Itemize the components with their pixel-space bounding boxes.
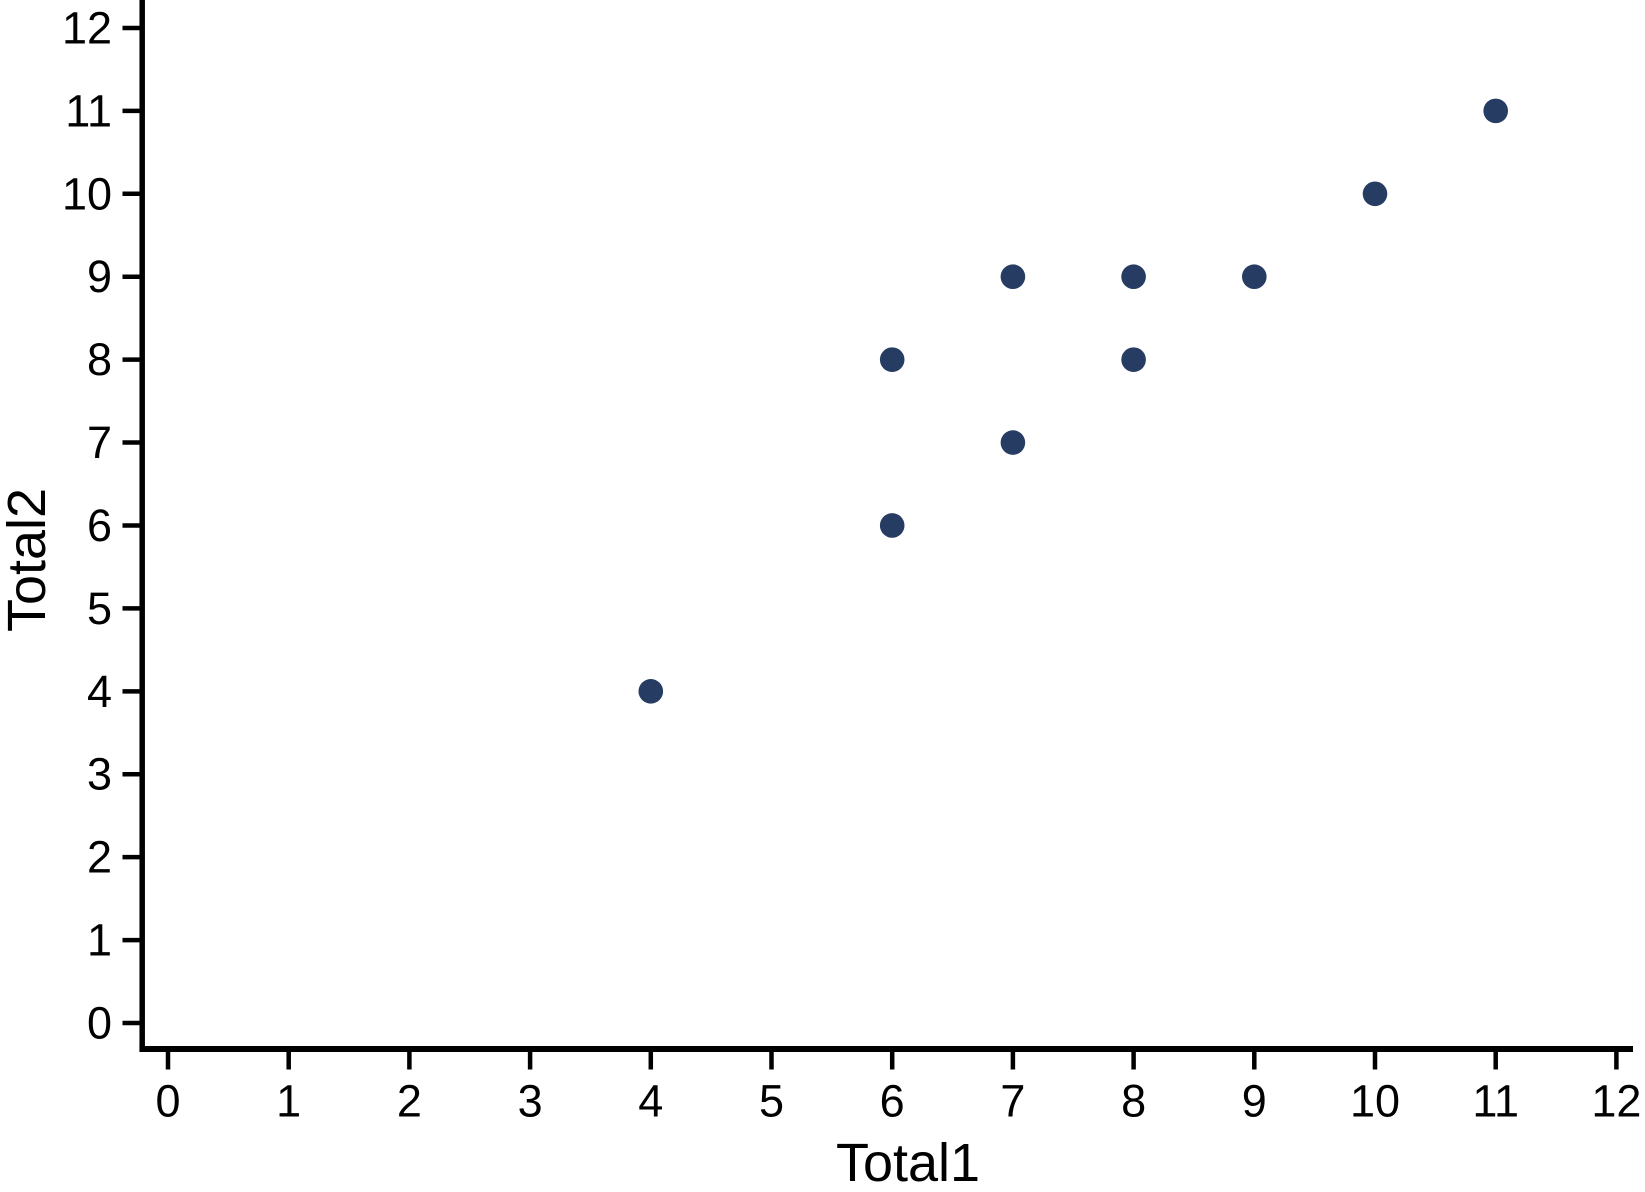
x-tick-label: 7 bbox=[1000, 1076, 1025, 1127]
x-axis-title: Total1 bbox=[836, 1133, 980, 1192]
y-tick-label: 8 bbox=[87, 334, 112, 385]
y-tick-label: 0 bbox=[87, 998, 112, 1049]
x-tick-label: 0 bbox=[155, 1076, 180, 1127]
data-point bbox=[1121, 264, 1146, 290]
data-point bbox=[1000, 264, 1026, 290]
y-tick-label: 1 bbox=[87, 915, 112, 966]
data-points bbox=[638, 98, 1508, 704]
y-tick-label: 3 bbox=[87, 749, 112, 800]
y-tick-label: 12 bbox=[62, 2, 112, 53]
x-axis-ticks: 0 1 2 3 4 5 6 7 8 9 10 11 12 bbox=[155, 1052, 1641, 1127]
x-tick-label: 1 bbox=[276, 1076, 301, 1127]
data-point bbox=[638, 679, 664, 704]
y-tick-label: 10 bbox=[62, 168, 112, 219]
y-axis-title: Total2 bbox=[0, 488, 57, 632]
x-tick-label: 9 bbox=[1242, 1076, 1267, 1127]
y-tick-label: 2 bbox=[87, 832, 112, 883]
x-tick-label: 12 bbox=[1591, 1076, 1641, 1127]
data-point bbox=[1121, 347, 1146, 372]
data-point bbox=[1362, 181, 1388, 207]
y-tick-label: 11 bbox=[65, 85, 112, 136]
x-tick-label: 5 bbox=[759, 1076, 784, 1127]
y-tick-label: 5 bbox=[87, 583, 112, 634]
x-tick-label: 11 bbox=[1472, 1076, 1519, 1127]
x-tick-label: 8 bbox=[1121, 1076, 1146, 1127]
data-point bbox=[1483, 98, 1508, 124]
x-tick-label: 3 bbox=[518, 1076, 543, 1127]
x-tick-label: 10 bbox=[1350, 1076, 1400, 1127]
data-point bbox=[1242, 264, 1267, 290]
x-tick-label: 2 bbox=[397, 1076, 422, 1127]
y-tick-label: 7 bbox=[87, 417, 112, 468]
x-tick-label: 6 bbox=[880, 1076, 905, 1127]
y-tick-label: 4 bbox=[87, 666, 112, 717]
data-point bbox=[879, 347, 905, 372]
y-tick-label: 6 bbox=[87, 500, 112, 551]
data-point bbox=[1000, 430, 1026, 455]
data-point bbox=[879, 513, 905, 538]
y-tick-label: 9 bbox=[87, 251, 112, 302]
x-tick-label: 4 bbox=[638, 1076, 663, 1127]
